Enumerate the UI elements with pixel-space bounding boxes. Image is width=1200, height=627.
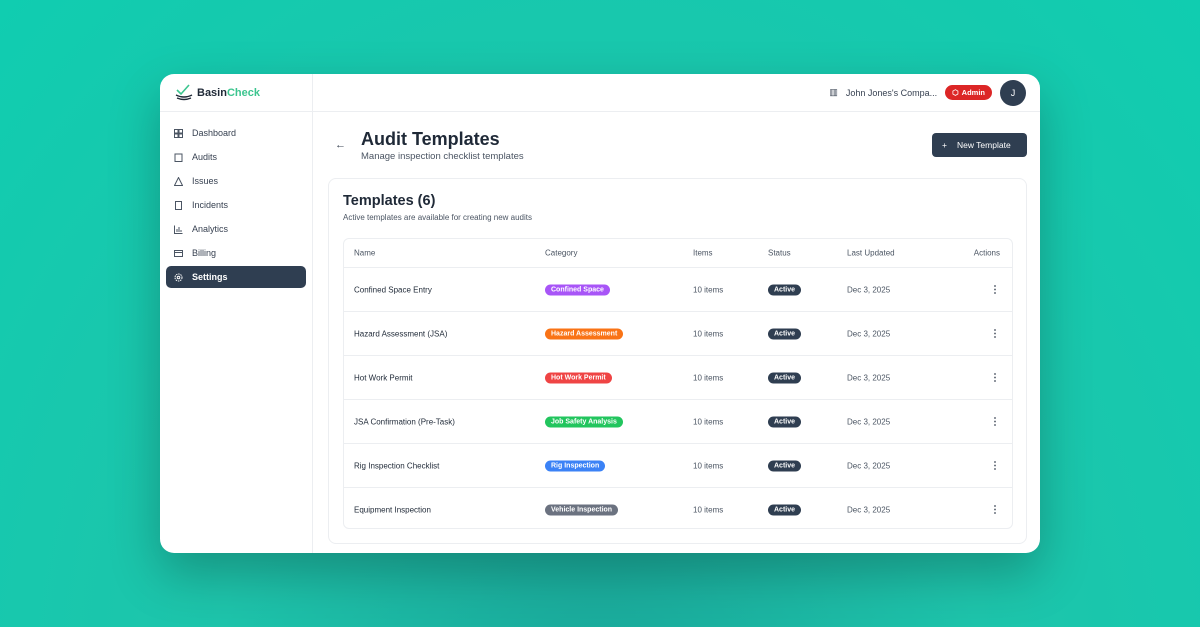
sidebar-item-audits[interactable]: Audits: [166, 146, 306, 168]
template-name: Rig Inspection Checklist: [354, 461, 440, 470]
avatar[interactable]: J: [1000, 79, 1026, 106]
more-actions-icon[interactable]: ⋮: [990, 284, 1000, 295]
sidebar-item-issues[interactable]: Issues: [166, 170, 306, 192]
sidebar-item-dashboard[interactable]: Dashboard: [166, 122, 306, 144]
sidebar-item-label: Analytics: [192, 224, 229, 234]
status-badge: Active: [768, 460, 802, 471]
last-updated: Dec 3, 2025: [847, 505, 891, 514]
top-bar: ▥ John Jones's Compa... ⬡ Admin J: [313, 74, 1040, 112]
sidebar-item-label: Dashboard: [192, 128, 237, 138]
status-badge: Active: [768, 284, 802, 295]
card-icon: [174, 249, 183, 257]
last-updated: Dec 3, 2025: [847, 329, 891, 338]
template-name: Hot Work Permit: [354, 373, 413, 382]
panel-subtitle: Active templates are available for creat…: [343, 213, 532, 222]
item-count: 10 items: [693, 373, 724, 382]
template-name: Confined Space Entry: [354, 285, 432, 294]
status-badge: Active: [768, 504, 802, 515]
more-actions-icon[interactable]: ⋮: [990, 504, 1000, 515]
item-count: 10 items: [693, 329, 724, 338]
plus-icon: +: [942, 140, 947, 150]
category-badge: Confined Space: [545, 284, 610, 295]
panel-title: Templates (6): [343, 193, 436, 209]
more-actions-icon[interactable]: ⋮: [990, 372, 1000, 383]
template-name: JSA Confirmation (Pre-Task): [354, 417, 455, 426]
role-badge: ⬡ Admin: [945, 85, 992, 100]
file-icon: [175, 200, 182, 210]
status-badge: Active: [768, 416, 802, 427]
item-count: 10 items: [693, 285, 724, 294]
new-template-button[interactable]: + New Template: [932, 133, 1027, 157]
clipboard-icon: [174, 153, 183, 162]
status-badge: Active: [768, 328, 802, 339]
logo-icon: [175, 83, 193, 100]
logo[interactable]: BasinCheck: [160, 74, 312, 112]
warning-icon: [174, 176, 183, 186]
back-arrow-icon[interactable]: ←: [335, 139, 346, 151]
gear-icon: [174, 273, 183, 281]
table-row[interactable]: Hot Work Permit Hot Work Permit 10 items…: [344, 356, 1012, 400]
category-badge: Rig Inspection: [545, 460, 606, 471]
category-badge: Job Safety Analysis: [545, 416, 623, 427]
last-updated: Dec 3, 2025: [847, 373, 891, 382]
item-count: 10 items: [693, 461, 724, 470]
template-name: Hazard Assessment (JSA): [354, 329, 448, 338]
sidebar-nav: Dashboard Audits Issues Incidents Analytics B…: [160, 112, 312, 288]
sidebar-item-billing[interactable]: Billing: [166, 242, 306, 264]
templates-panel: Templates (6) Active templates are avail…: [328, 178, 1027, 544]
shield-icon: ⬡: [952, 88, 959, 97]
dashboard-icon: [174, 128, 183, 138]
last-updated: Dec 3, 2025: [847, 417, 891, 426]
sidebar: BasinCheck Dashboard Audits Issues Incident…: [160, 74, 313, 553]
app-window: BasinCheck Dashboard Audits Issues Incident…: [160, 74, 1040, 553]
sidebar-item-incidents[interactable]: Incidents: [166, 194, 306, 216]
sidebar-item-label: Settings: [192, 272, 228, 282]
template-name: Equipment Inspection: [354, 505, 431, 514]
building-icon: ▥: [829, 87, 838, 97]
more-actions-icon[interactable]: ⋮: [990, 416, 1000, 427]
sidebar-item-label: Issues: [192, 176, 219, 186]
table-row[interactable]: Rig Inspection Checklist Rig Inspection …: [344, 444, 1012, 488]
page-title: Audit Templates: [361, 129, 500, 149]
status-badge: Active: [768, 372, 802, 383]
table-row[interactable]: Confined Space Entry Confined Space 10 i…: [344, 268, 1012, 312]
more-actions-icon[interactable]: ⋮: [990, 328, 1000, 339]
more-actions-icon[interactable]: ⋮: [990, 460, 1000, 471]
category-badge: Vehicle Inspection: [545, 504, 619, 515]
sidebar-item-label: Billing: [192, 248, 217, 258]
table-header: Name Category Items Status Last Updated …: [344, 239, 1012, 268]
category-badge: Hot Work Permit: [545, 372, 612, 383]
table-row[interactable]: JSA Confirmation (Pre-Task) Job Safety A…: [344, 400, 1012, 444]
chart-icon: [174, 225, 183, 234]
item-count: 10 items: [693, 505, 724, 514]
category-badge: Hazard Assessment: [545, 328, 624, 339]
sidebar-item-analytics[interactable]: Analytics: [166, 218, 306, 240]
table-row[interactable]: Hazard Assessment (JSA) Hazard Assessmen…: [344, 312, 1012, 356]
last-updated: Dec 3, 2025: [847, 461, 891, 470]
item-count: 10 items: [693, 417, 724, 426]
templates-table: Name Category Items Status Last Updated …: [343, 238, 1013, 529]
last-updated: Dec 3, 2025: [847, 285, 891, 294]
sidebar-item-label: Incidents: [192, 200, 229, 210]
sidebar-item-settings[interactable]: Settings: [166, 266, 306, 288]
sidebar-item-label: Audits: [192, 152, 218, 162]
table-row[interactable]: Equipment Inspection Vehicle Inspection …: [344, 488, 1012, 528]
page-subtitle: Manage inspection checklist templates: [361, 151, 524, 162]
company-selector[interactable]: John Jones's Compa...: [845, 87, 938, 98]
